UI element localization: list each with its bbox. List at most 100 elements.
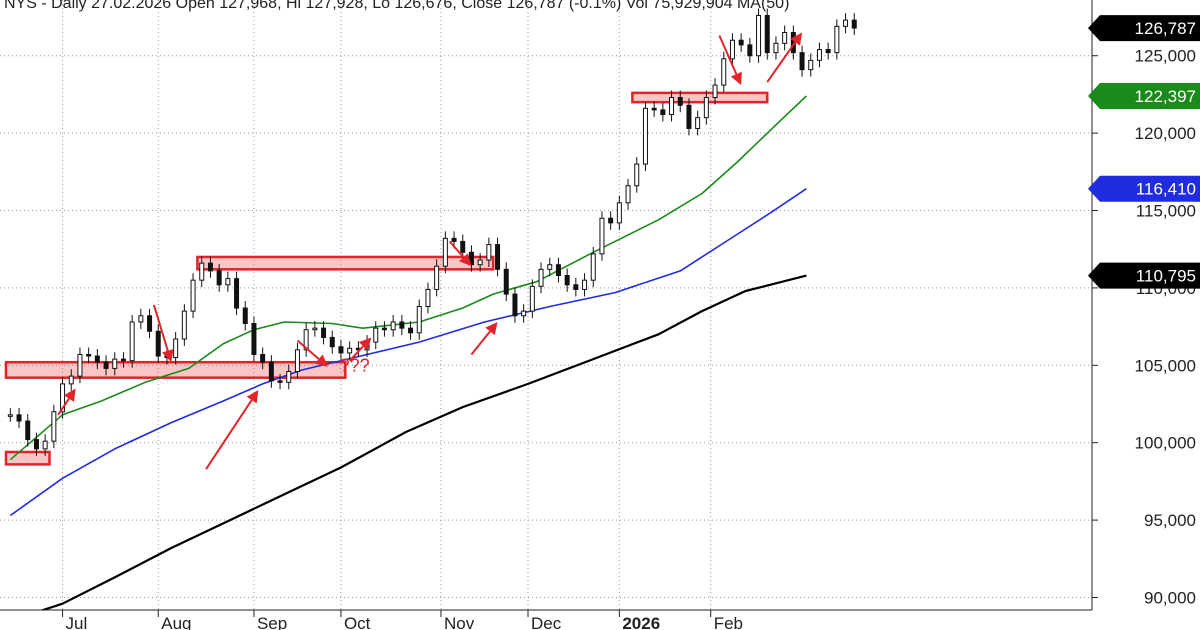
price-candle [399, 321, 405, 329]
price-tag: 122,397 [1088, 83, 1200, 110]
price-candle [60, 383, 66, 413]
price-candle [451, 237, 457, 242]
price-candle [242, 307, 248, 325]
y-tick-label: 100,000 [1135, 434, 1196, 453]
price-tags: 126,787 122,397 116,410 110,795 [1088, 15, 1200, 289]
x-tick-label: Sep [257, 614, 287, 630]
arrow-jan-down [718, 35, 742, 86]
annotation-labels: ??? [340, 355, 370, 375]
axes [0, 0, 1098, 617]
price-tag: 116,410 [1088, 175, 1200, 202]
price-candle [173, 338, 179, 359]
arrow-jul-down [152, 304, 174, 363]
price-candle [555, 264, 561, 277]
price-candle [816, 49, 822, 61]
price-candle [721, 58, 727, 86]
price-candle [495, 244, 501, 270]
price-candle [512, 293, 518, 317]
price-tag-label: 122,397 [1135, 87, 1196, 106]
price-candle [390, 321, 396, 331]
price-candle [503, 268, 509, 295]
moving-average-line-1 [9, 188, 807, 517]
price-bars [7, 8, 857, 456]
price-candle [425, 288, 431, 307]
price-candle [338, 346, 344, 354]
price-candle [843, 19, 849, 27]
y-tick-label: 120,000 [1135, 124, 1196, 143]
price-candle [199, 262, 205, 281]
moving-average-line-0 [9, 95, 807, 461]
price-candle [138, 315, 144, 323]
price-candle [599, 217, 605, 255]
price-candle [477, 259, 483, 266]
price-candle [129, 321, 135, 362]
price-candle [764, 14, 770, 54]
price-candle [42, 440, 48, 450]
price-candle [486, 244, 492, 261]
price-candle [773, 42, 779, 54]
price-candle [86, 353, 92, 357]
price-candle [33, 439, 39, 450]
price-tag: 126,787 [1088, 15, 1200, 42]
price-candle [851, 19, 857, 29]
price-candle [181, 310, 187, 340]
arrow-sep-down [296, 339, 328, 367]
price-candle [207, 262, 213, 272]
price-candle [277, 380, 283, 383]
support-zone-jan [631, 91, 769, 104]
price-candle [738, 39, 744, 46]
price-candle [582, 279, 588, 290]
price-candle [677, 97, 683, 106]
price-candle [25, 420, 31, 441]
annotation-arrows [57, 32, 803, 470]
annotation-question: ??? [340, 355, 370, 375]
price-candle [94, 355, 100, 363]
price-candle [68, 375, 74, 385]
y-tick-label: 95,000 [1144, 511, 1196, 530]
price-candle [695, 117, 701, 129]
price-candle [799, 52, 805, 71]
price-candle [381, 327, 387, 331]
price-candle [703, 97, 709, 119]
price-tag-label: 126,787 [1135, 19, 1196, 38]
price-candle [564, 275, 570, 286]
series-lines [7, 8, 857, 610]
price-candle [155, 330, 161, 357]
price-candle [190, 279, 196, 312]
price-tag: 110,795 [1088, 262, 1200, 289]
arrow-jun-up [57, 388, 76, 416]
price-candle [747, 44, 753, 57]
x-tick-label: Oct [344, 614, 371, 630]
price-candle [712, 84, 718, 99]
moving-average-line-2 [39, 274, 807, 610]
price-candle [729, 39, 735, 60]
price-candle [112, 358, 118, 369]
chart-header: NYS - Daily 27.02.2026 Open 127,968, Hi … [4, 0, 789, 12]
price-candle [329, 336, 335, 348]
price-candle [608, 217, 614, 224]
price-candle [251, 323, 257, 355]
price-candle [16, 414, 22, 422]
price-candle [303, 329, 309, 351]
price-candle [782, 32, 788, 44]
y-tick-label: 105,000 [1135, 356, 1196, 375]
x-tick-label: Jul [66, 614, 88, 630]
grid-lines [0, 0, 1092, 610]
price-candle [442, 237, 448, 267]
price-candle [347, 347, 353, 354]
arrow-feb-up [766, 32, 803, 83]
y-tick-label: 90,000 [1144, 588, 1196, 607]
price-candle [825, 49, 831, 54]
price-candle [234, 278, 240, 309]
price-candle [573, 284, 579, 290]
x-tick-label: Nov [444, 614, 475, 630]
arrow-aug-up [205, 390, 259, 470]
price-candle [468, 251, 474, 266]
x-tick-label: Aug [161, 614, 191, 630]
price-candle [260, 353, 266, 363]
price-candle [460, 240, 466, 253]
price-candle [51, 411, 57, 442]
price-candle [216, 270, 222, 286]
